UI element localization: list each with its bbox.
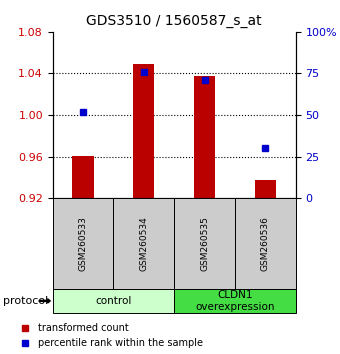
Text: control: control bbox=[95, 296, 132, 306]
Bar bbox=[235, 198, 296, 289]
Title: GDS3510 / 1560587_s_at: GDS3510 / 1560587_s_at bbox=[86, 14, 262, 28]
Bar bbox=[255, 179, 276, 198]
Text: protocol: protocol bbox=[3, 296, 49, 306]
Bar bbox=[114, 198, 174, 289]
Bar bbox=[72, 156, 94, 198]
Text: transformed count: transformed count bbox=[37, 322, 128, 332]
Text: GSM260535: GSM260535 bbox=[200, 216, 209, 271]
Text: GSM260536: GSM260536 bbox=[261, 216, 270, 271]
Text: GSM260534: GSM260534 bbox=[139, 216, 148, 271]
Bar bbox=[53, 289, 174, 313]
Text: percentile rank within the sample: percentile rank within the sample bbox=[37, 338, 203, 348]
Bar bbox=[194, 75, 215, 198]
Text: CLDN1
overexpression: CLDN1 overexpression bbox=[195, 290, 275, 312]
Bar bbox=[174, 289, 296, 313]
Bar bbox=[133, 64, 154, 198]
Bar bbox=[174, 198, 235, 289]
Bar bbox=[53, 198, 114, 289]
Text: GSM260533: GSM260533 bbox=[79, 216, 88, 271]
